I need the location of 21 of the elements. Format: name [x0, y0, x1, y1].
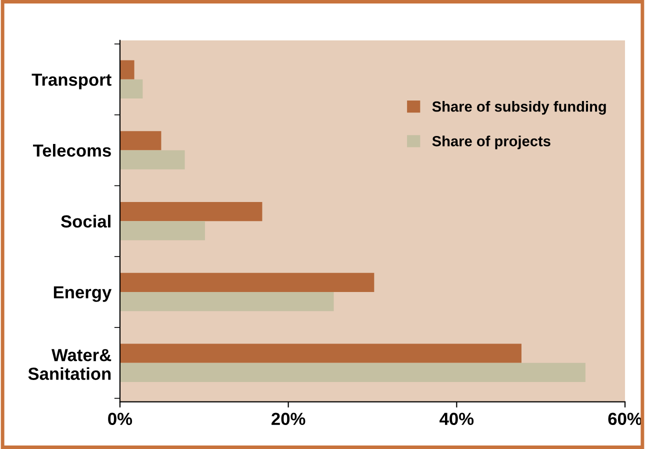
- bar: [120, 202, 262, 222]
- bar: [120, 221, 205, 240]
- bar: [120, 79, 143, 99]
- y-tick-label: Energy: [54, 286, 112, 302]
- bar: [120, 60, 134, 80]
- x-tick-label: 20%: [272, 412, 306, 426]
- y-tick-label: Telecoms: [33, 144, 111, 157]
- bar: [120, 292, 334, 312]
- x-tick-label: 40%: [440, 412, 474, 426]
- bar: [120, 272, 374, 292]
- x-tick-label: 60%: [608, 412, 642, 426]
- bar: [120, 150, 185, 170]
- y-tick-label: Water& Sanitation: [28, 349, 112, 380]
- y-tick-label: Transport: [32, 74, 112, 90]
- legend-label: Share of projects: [432, 136, 550, 150]
- bar: [120, 344, 522, 363]
- bar: [120, 362, 586, 382]
- y-tick-label: Social: [60, 214, 110, 228]
- legend-label: Share of subsidy funding: [432, 101, 606, 115]
- bar: [120, 131, 162, 150]
- x-tick-label: 0%: [108, 412, 132, 426]
